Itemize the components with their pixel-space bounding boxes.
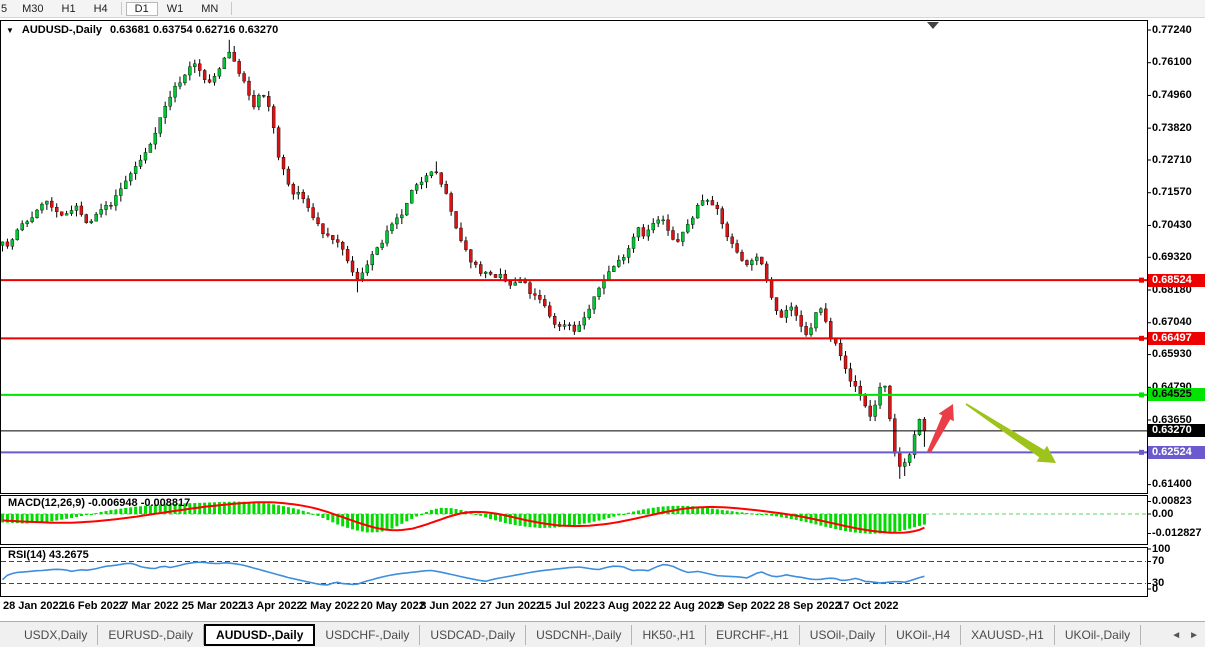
price-axis-label: 0.73820 <box>1152 121 1192 134</box>
candlestick-series <box>0 39 927 479</box>
tab-usdcnh-daily[interactable]: USDCNH-,Daily <box>526 625 633 645</box>
olive-down-arrow[interactable] <box>965 403 1057 463</box>
timeframe-button-d1[interactable]: D1 <box>125 1 158 16</box>
symbol-tabbar: USDX,Daily EURUSD-,Daily AUDUSD-,Daily USDC… <box>0 621 1205 647</box>
red-up-arrow[interactable] <box>927 404 954 453</box>
rsi-label: RSI(14) 43.2675 <box>8 549 89 561</box>
drawn-arrow-objects[interactable] <box>927 403 1056 463</box>
date-axis-label: 20 May 2022 <box>360 600 425 612</box>
symbol-dropdown-icon[interactable]: ▼ <box>6 25 14 35</box>
tab-eurusd-daily[interactable]: EURUSD-,Daily <box>98 625 205 645</box>
macd-label: MACD(12,26,9) -0.006948 -0.008817 <box>8 497 191 509</box>
timeframe-m5-partial-button[interactable]: 5 <box>1 2 8 15</box>
tab-usdchf-daily[interactable]: USDCHF-,Daily <box>315 625 421 645</box>
date-axis-label: 27 Jun 2022 <box>479 600 543 612</box>
tab-usdcad-daily[interactable]: USDCAD-,Daily <box>420 625 527 645</box>
price-axis-label: 0.71570 <box>1152 186 1192 199</box>
tab-xauusd-h1[interactable]: XAUUSD-,H1 <box>961 625 1055 645</box>
toolbar-separator <box>231 2 233 15</box>
tab-scroll-right-button[interactable]: ► <box>1189 629 1199 641</box>
horizontal-line-objects[interactable] <box>1 277 1147 455</box>
date-axis-label: 28 Jan 2022 <box>3 600 65 612</box>
price-axis-label: 0.70430 <box>1152 218 1192 231</box>
price-axis-label: 0.72710 <box>1152 153 1192 166</box>
tab-hk50-h1[interactable]: HK50-,H1 <box>632 625 707 645</box>
chart-title-symbol: AUDUSD-,Daily <box>21 24 102 36</box>
tab-audusd-daily[interactable]: AUDUSD-,Daily <box>204 624 316 646</box>
price-axis-label: 0.67040 <box>1152 316 1192 329</box>
chart-canvas[interactable] <box>0 0 1205 620</box>
price-axis-label: 0.69320 <box>1152 250 1192 263</box>
date-axis-label: 22 Aug 2022 <box>658 600 723 612</box>
price-axis-label: 0.74960 <box>1152 88 1192 101</box>
price-axis-label: 0.76100 <box>1152 56 1192 69</box>
tab-ukoil-h4[interactable]: UKOil-,H4 <box>886 625 962 645</box>
rsi-line <box>1 561 925 586</box>
line-end-marker <box>1139 392 1144 398</box>
date-axis-label: 25 Mar 2022 <box>181 600 245 612</box>
chart-panels <box>0 20 1148 597</box>
chart-title-ohlc: 0.63681 0.63754 0.62716 0.63270 <box>110 24 279 36</box>
timeframe-button-mn[interactable]: MN <box>201 2 219 15</box>
macd-axis-label: -0.012827 <box>1152 526 1202 539</box>
axis-ticks <box>1147 29 1151 590</box>
symbol-tabs: USDX,Daily EURUSD-,Daily AUDUSD-,Daily USDC… <box>0 624 1142 646</box>
timeframe-button-h1[interactable]: H1 <box>61 2 76 15</box>
tab-usdx-daily[interactable]: USDX,Daily <box>14 625 99 645</box>
chart-shift-marker-icon[interactable] <box>927 22 939 29</box>
rsi-value: 43.2675 <box>48 549 89 561</box>
tab-ukoil-daily[interactable]: UKOil-,Daily <box>1055 625 1142 645</box>
chart-title: ▼ AUDUSD-,Daily 0.63681 0.63754 0.62716 … <box>6 24 278 36</box>
timeframe-button-m30[interactable]: M30 <box>22 2 44 15</box>
price-axis-label: 0.61400 <box>1152 478 1192 491</box>
line-end-marker <box>1139 449 1144 455</box>
line-end-marker <box>1139 277 1144 283</box>
rsi-axis-label: 70 <box>1152 555 1165 567</box>
date-axis-label: 7 Mar 2022 <box>122 600 179 612</box>
date-axis-label: 2 May 2022 <box>301 600 360 612</box>
macd-indicator <box>1 501 1146 534</box>
date-axis-label: 3 Aug 2022 <box>599 600 657 612</box>
price-axis-label: 0.65930 <box>1152 348 1192 361</box>
toolbar-separator <box>120 2 122 15</box>
date-axis-label: 9 Sep 2022 <box>718 600 776 612</box>
date-axis-label: 15 Jul 2022 <box>539 600 599 612</box>
price-line-badge: 0.63270 <box>1148 424 1205 438</box>
macd-axis-label: 0.00823 <box>1152 494 1192 507</box>
tab-eurchf-h1[interactable]: EURCHF-,H1 <box>706 625 800 645</box>
date-axis-label: 13 Apr 2022 <box>241 600 303 612</box>
tab-usoil-daily[interactable]: USOil-,Daily <box>800 625 887 645</box>
price-line-badge: 0.62524 <box>1148 445 1205 459</box>
rsi-indicator <box>1 561 1146 586</box>
rsi-axis-label: 0 <box>1152 582 1159 595</box>
price-line-badge: 0.66497 <box>1148 331 1205 345</box>
date-axis-label: 17 Oct 2022 <box>837 600 899 612</box>
timeframe-toolbar: 5 M30 H1 H4 D1 W1 MN <box>0 0 1205 18</box>
rsi-axis-label: 100 <box>1152 542 1171 555</box>
timeframe-button-w1[interactable]: W1 <box>166 2 184 15</box>
tab-scroll-arrows: ◄ ► <box>1171 630 1199 641</box>
price-line-badge: 0.68524 <box>1148 273 1205 287</box>
date-axis-label: 16 Feb 2022 <box>62 600 125 612</box>
date-axis-label: 8 Jun 2022 <box>420 600 477 612</box>
main-chart-panel[interactable] <box>0 20 1148 494</box>
tab-scroll-left-button[interactable]: ◄ <box>1171 629 1182 641</box>
macd-axis-label: 0.00 <box>1152 507 1174 520</box>
rsi-panel[interactable] <box>0 547 1148 597</box>
price-axis-label: 0.63650 <box>1152 413 1192 426</box>
macd-values: -0.006948 -0.008817 <box>88 497 191 509</box>
timeframe-buttons: M30 H1 H4 D1 W1 MN <box>13 1 236 16</box>
rsi-axis-label: 30 <box>1152 577 1165 589</box>
timeframe-button-h4[interactable]: H4 <box>93 2 108 15</box>
price-line-badge: 0.64525 <box>1148 388 1205 402</box>
date-axis-label: 28 Sep 2022 <box>777 600 841 612</box>
macd-signal-line <box>2 501 925 534</box>
price-axis-label: 0.77240 <box>1152 23 1192 36</box>
line-end-marker <box>1139 335 1144 341</box>
